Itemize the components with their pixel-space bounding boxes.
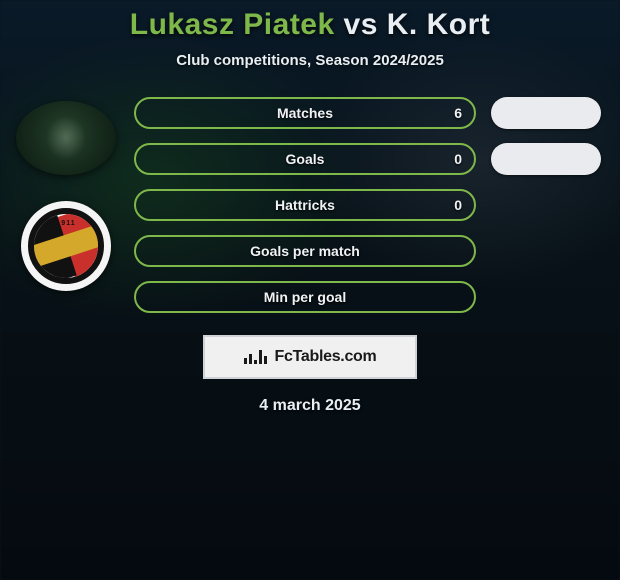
club-crest: 1911 xyxy=(21,201,111,291)
stat-bar: Goals 0 xyxy=(134,143,476,175)
stat-bars-column: Matches 6 Goals 0 Hattricks 0 Goals per match M… xyxy=(126,97,476,313)
chart-icon xyxy=(244,350,267,364)
stat-value: 0 xyxy=(454,151,462,167)
opponent-stat-pill xyxy=(491,97,601,129)
chart-icon-bar xyxy=(264,356,267,364)
crest-year: 1911 xyxy=(34,220,98,227)
title-player-a: Lukasz Piatek xyxy=(130,8,335,41)
comparison-card: Lukasz Piatek vs K. Kort Club competitio… xyxy=(0,0,620,415)
chart-icon-bar xyxy=(244,358,247,364)
opponent-stat-pill xyxy=(491,143,601,175)
stat-label: Goals per match xyxy=(250,243,360,259)
right-pills-column xyxy=(476,97,606,313)
stat-bar: Goals per match xyxy=(134,235,476,267)
stat-label: Hattricks xyxy=(275,197,335,213)
brand-text: FcTables.com xyxy=(275,348,377,366)
subtitle: Club competitions, Season 2024/2025 xyxy=(0,52,620,69)
page-title: Lukasz Piatek vs K. Kort xyxy=(0,8,620,42)
stat-bar: Min per goal xyxy=(134,281,476,313)
stat-label: Matches xyxy=(277,105,333,121)
stat-label: Min per goal xyxy=(264,289,346,305)
date-label: 4 march 2025 xyxy=(0,397,620,415)
chart-icon-bar xyxy=(259,350,262,364)
title-player-b: K. Kort xyxy=(387,8,491,41)
stat-value: 6 xyxy=(454,105,462,121)
stat-bar: Matches 6 xyxy=(134,97,476,129)
chart-icon-bar xyxy=(249,354,252,364)
title-vs: vs xyxy=(344,8,378,41)
left-images-column: 1911 xyxy=(6,97,126,291)
brand-link[interactable]: FcTables.com xyxy=(203,335,417,379)
chart-icon-bar xyxy=(254,360,257,364)
crest-inner: 1911 xyxy=(28,208,104,284)
stat-bar: Hattricks 0 xyxy=(134,189,476,221)
stats-region: 1911 Matches 6 Goals 0 Hattricks 0 Goals per m… xyxy=(0,97,620,313)
stat-label: Goals xyxy=(286,151,325,167)
player-photo xyxy=(16,101,116,175)
stat-value: 0 xyxy=(454,197,462,213)
